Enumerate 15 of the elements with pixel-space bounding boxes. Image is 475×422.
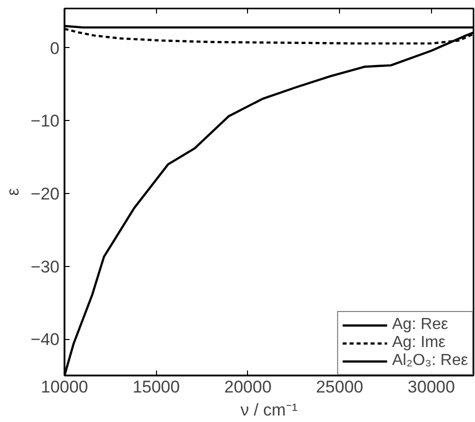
y-tick-label: −10 bbox=[30, 112, 60, 131]
x-tick-label: 30000 bbox=[408, 378, 455, 396]
y-tick-label: −20 bbox=[30, 184, 60, 204]
y-tick-label: −30 bbox=[30, 257, 60, 276]
x-axis-title: ν / cm⁻¹ bbox=[240, 400, 298, 420]
x-tick-label: 20000 bbox=[224, 378, 272, 396]
x-tick-label: 15000 bbox=[132, 378, 180, 396]
legend-label: Al₂O₃: Reε bbox=[392, 352, 468, 370]
y-axis-title: ε bbox=[4, 188, 23, 196]
legend-label: Ag: Reε bbox=[392, 316, 448, 334]
y-tick-label: 0 bbox=[50, 38, 60, 58]
x-tick-label: 25000 bbox=[316, 378, 364, 396]
legend-label: Ag: Imε bbox=[392, 334, 446, 352]
x-tick-label: 10000 bbox=[40, 378, 88, 396]
y-tick-label: −40 bbox=[30, 330, 60, 350]
